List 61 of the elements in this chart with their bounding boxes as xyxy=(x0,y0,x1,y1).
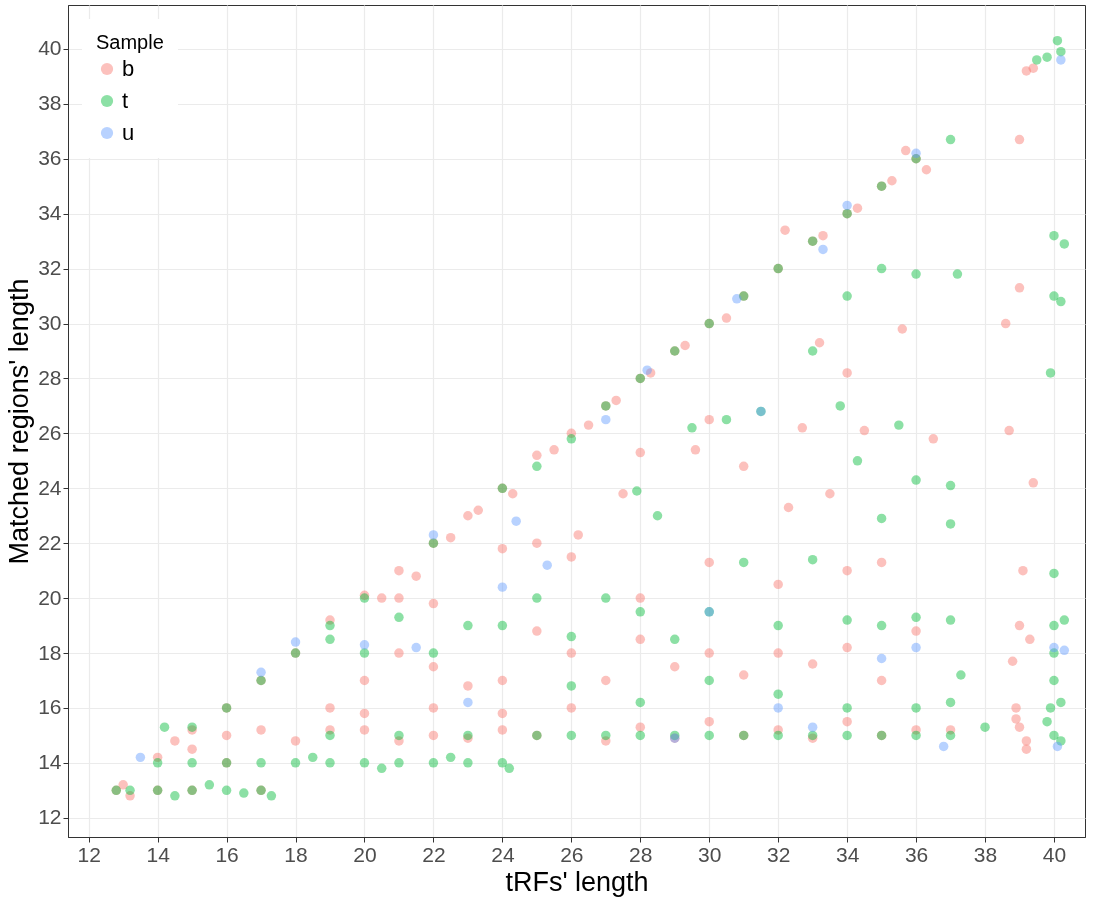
legend-label: b xyxy=(122,56,135,81)
y-tick-label: 36 xyxy=(38,146,62,170)
point xyxy=(773,703,783,713)
x-tick-label: 34 xyxy=(835,842,860,866)
point xyxy=(911,148,921,159)
y-tick-label: 34 xyxy=(38,201,62,225)
point xyxy=(807,722,818,732)
point xyxy=(1049,642,1059,653)
legend-label: u xyxy=(122,120,135,145)
point xyxy=(290,637,301,647)
x-tick-label: 12 xyxy=(77,842,101,866)
legend-title: Sample xyxy=(96,31,164,53)
x-tick-label: 14 xyxy=(146,842,171,866)
y-tick-label: 28 xyxy=(38,365,62,389)
point xyxy=(818,244,828,255)
x-tick-label: 26 xyxy=(560,842,584,866)
point xyxy=(842,200,852,211)
point xyxy=(256,667,266,677)
point xyxy=(642,365,652,375)
point xyxy=(938,741,949,752)
y-tick-label: 22 xyxy=(38,530,62,554)
point xyxy=(876,653,887,664)
y-tick-label: 40 xyxy=(38,36,62,60)
x-tick-label: 22 xyxy=(422,842,446,866)
point xyxy=(542,560,552,570)
y-tick-label: 26 xyxy=(38,420,62,444)
point xyxy=(411,642,421,653)
y-tick-label: 20 xyxy=(38,585,62,609)
legend-label: t xyxy=(122,88,129,113)
x-tick-label: 30 xyxy=(698,842,722,866)
x-tick-label: 32 xyxy=(767,842,791,866)
point xyxy=(463,697,473,708)
point xyxy=(732,294,742,304)
x-tick-label: 38 xyxy=(973,842,998,866)
point xyxy=(601,414,611,425)
x-tick-label: 20 xyxy=(353,842,377,866)
y-tick-label: 12 xyxy=(38,805,62,829)
y-tick-label: 16 xyxy=(38,695,62,719)
x-tick-label: 28 xyxy=(629,842,653,866)
x-tick-label: 36 xyxy=(904,842,929,866)
point xyxy=(1059,645,1070,656)
point xyxy=(1056,55,1066,65)
point xyxy=(359,640,370,650)
point xyxy=(497,582,508,592)
y-tick-label: 14 xyxy=(38,750,62,774)
y-axis-title: Matched regions' length xyxy=(4,278,35,565)
x-tick-label: 40 xyxy=(1042,842,1067,866)
y-tick-label: 24 xyxy=(38,475,62,499)
point xyxy=(1052,741,1063,752)
x-tick-label: 18 xyxy=(284,842,308,866)
x-axis-title: tRFs' length xyxy=(505,866,649,897)
y-tick-label: 18 xyxy=(38,640,62,664)
point xyxy=(911,642,921,653)
y-tick-label: 30 xyxy=(38,311,62,335)
y-tick-label: 32 xyxy=(38,256,62,280)
x-tick-label: 24 xyxy=(491,842,515,866)
x-tick-label: 16 xyxy=(215,842,239,866)
point xyxy=(511,516,521,526)
y-tick-label: 38 xyxy=(38,91,62,115)
point xyxy=(428,530,439,540)
point xyxy=(135,752,146,763)
